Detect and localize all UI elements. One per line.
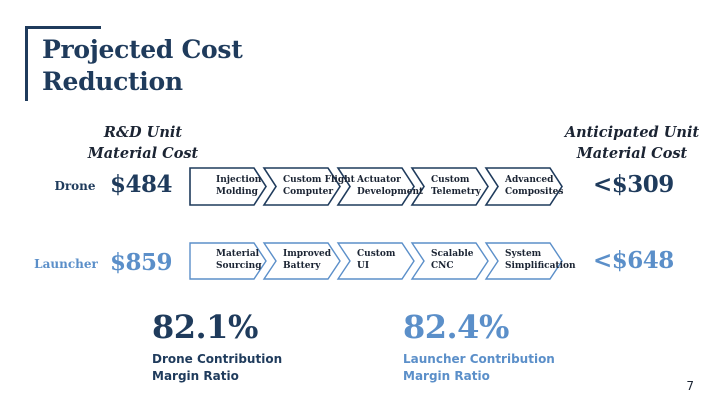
chevron-step-label: Actuator Development	[357, 174, 423, 198]
anticipated-cost-header-line-1: Anticipated Unit	[564, 124, 700, 141]
chevron-step-label-line: Development	[357, 186, 424, 197]
chevron-step-shape	[484, 242, 563, 280]
chevron-step-label-line: Battery	[283, 261, 321, 271]
chevron-step-label-line: Improved	[283, 249, 332, 259]
chevron-step-label: Advanced Composites	[505, 174, 563, 198]
drone-row-label: Drone	[54, 179, 96, 193]
rd-cost-header-line-2: Material Cost	[87, 145, 199, 162]
chevron-step-label-line: Custom	[431, 174, 470, 185]
rd-cost-header: R&D Unit Material Cost	[72, 122, 214, 164]
chevron-step-label-line: Custom Flight	[283, 174, 355, 185]
chevron-step-shape	[262, 167, 341, 206]
chevron-step-label-line: Material	[216, 249, 260, 259]
chevron-step-label-line: CNC	[431, 261, 454, 271]
slide-title: Projected Cost Reduction	[42, 34, 362, 98]
chevron-step-label: Scalable CNC	[431, 248, 474, 272]
launcher-end-cost: <$648	[593, 247, 674, 274]
chevron-step-label-line: Simplification	[505, 261, 576, 271]
title-line-1: Projected Cost	[42, 35, 243, 64]
chevron-step-label: Custom Flight Computer	[283, 174, 355, 198]
chevron-step-label-line: Composites	[505, 186, 564, 197]
chevron-step-label-line: Custom	[357, 249, 396, 259]
chevron-step-label-line: UI	[357, 261, 370, 271]
drone-start-cost: $484	[110, 171, 173, 198]
launcher-start-cost: $859	[110, 249, 173, 276]
chevron-step-label-line: Sourcing	[216, 261, 262, 271]
chevron-step-label: Custom UI	[357, 248, 395, 272]
launcher-margin-label: Launcher Contribution Margin Ratio	[403, 351, 555, 385]
chevron-step-label: System Simplification	[505, 248, 576, 272]
chevron-step-label-line: System	[505, 249, 542, 259]
chevron-step-label-line: Actuator	[357, 174, 401, 185]
chevron-step-shape	[336, 242, 415, 280]
chevron-step-shape	[410, 242, 489, 280]
chevron-step-label-line: Advanced	[505, 174, 554, 185]
drone-chevron-row	[189, 167, 563, 206]
chevron-step-label: Material Sourcing	[216, 248, 262, 272]
launcher-margin-label-line-1: Launcher Contribution	[403, 352, 555, 366]
drone-end-cost: <$309	[593, 171, 674, 198]
chevron-step-label: Improved Battery	[283, 248, 331, 272]
chevron-step-label-line: Molding	[216, 186, 258, 197]
chevron-step-label-line: Injection	[216, 174, 262, 185]
drone-margin-label: Drone Contribution Margin Ratio	[152, 351, 282, 385]
drone-margin-label-line-2: Margin Ratio	[152, 369, 239, 383]
page-number: 7	[686, 379, 694, 393]
title-line-2: Reduction	[42, 67, 183, 96]
chevron-step-label-line: Telemetry	[431, 186, 481, 197]
chevron-step-label-line: Scalable	[431, 249, 474, 259]
chevron-step-shape	[336, 167, 415, 206]
rd-cost-header-line-1: R&D Unit	[103, 124, 183, 141]
chevron-step-shape	[484, 167, 563, 206]
launcher-margin-value: 82.4%	[403, 308, 509, 346]
chevron-step-label-line: Computer	[283, 186, 334, 197]
launcher-margin-label-line-2: Margin Ratio	[403, 369, 490, 383]
launcher-chevron-row	[189, 242, 563, 280]
chevron-step-shape	[410, 167, 489, 206]
anticipated-cost-header-line-2: Material Cost	[576, 145, 688, 162]
launcher-row-label: Launcher	[34, 257, 98, 271]
title-accent-bracket	[25, 26, 101, 101]
chevron-step-label: Custom Telemetry	[431, 174, 481, 198]
anticipated-cost-header: Anticipated Unit Material Cost	[556, 122, 708, 164]
chevron-step-shape	[262, 242, 341, 280]
chevron-step-shape	[189, 242, 267, 280]
chevron-step-shape	[189, 167, 267, 206]
drone-margin-label-line-1: Drone Contribution	[152, 352, 283, 366]
chevron-step-label: Injection Molding	[216, 174, 261, 198]
drone-margin-value: 82.1%	[152, 308, 258, 346]
